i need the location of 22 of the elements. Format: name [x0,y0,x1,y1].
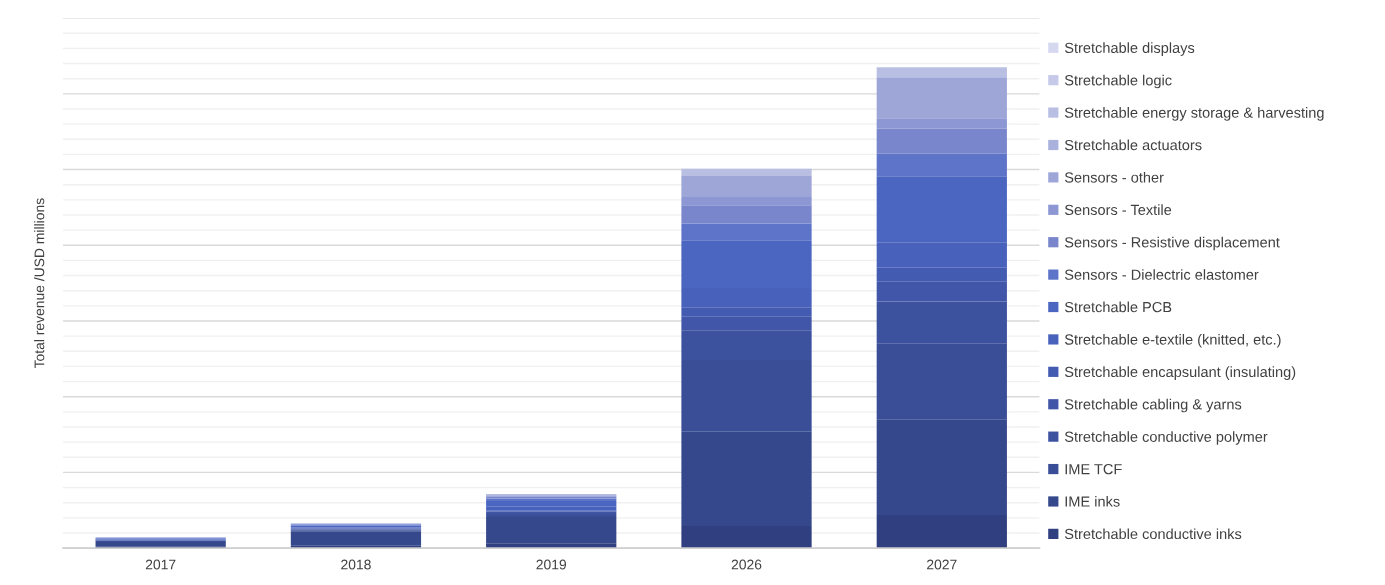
legend-label: IME TCF [1065,463,1122,475]
legend-label: Sensors - Resistive displacement [1064,236,1280,251]
legend-label: Stretchable displays [1064,42,1195,56]
legend-label: Stretchable conductive polymer [1064,431,1268,445]
legend-label: Stretchable energy storage & harvesting [1064,107,1324,121]
x-tick-label: 2027 [927,559,957,570]
legend-label: Sensors - Textile [1064,204,1172,216]
x-tick-label: 2018 [341,559,371,570]
legend-label: Sensors - other [1064,171,1164,183]
x-tick-label: 2026 [731,559,762,570]
legend-label: Stretchable PCB [1064,301,1172,313]
x-tick-label: 2017 [145,559,176,570]
legend-label: IME inks [1065,496,1120,507]
legend-label: Stretchable logic [1064,74,1172,89]
y-axis-title: Total revenue /USD millions [34,198,45,369]
legend-label: Stretchable cabling & yarns [1064,398,1242,413]
legend-label: Sensors - Dielectric elastomer [1064,269,1259,280]
legend-label: Stretchable actuators [1064,139,1202,151]
x-tick-label: 2019 [536,559,567,570]
legend-label: Stretchable e-textile (knitted, etc.) [1064,333,1281,348]
legend-label: Stretchable encapsulant (insulating) [1064,366,1296,380]
legend-label: Stretchable conductive inks [1064,528,1242,540]
